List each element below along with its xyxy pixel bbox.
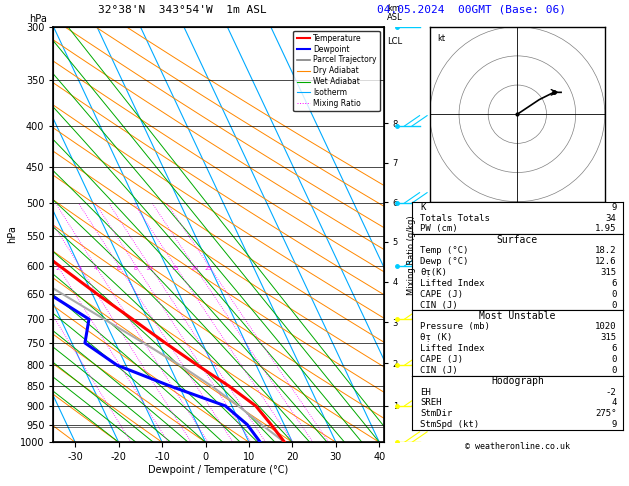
Text: CIN (J): CIN (J) [420,366,458,375]
Text: 18.2: 18.2 [595,246,616,255]
Text: 34: 34 [606,213,616,223]
Text: Hodograph: Hodograph [491,376,544,386]
Text: 9: 9 [611,203,616,211]
Text: CAPE (J): CAPE (J) [420,290,464,298]
Text: Temp (°C): Temp (°C) [420,246,469,255]
X-axis label: Dewpoint / Temperature (°C): Dewpoint / Temperature (°C) [148,465,289,475]
Text: © weatheronline.co.uk: © weatheronline.co.uk [465,442,570,451]
Text: 275°: 275° [595,409,616,418]
Text: 0: 0 [611,300,616,310]
Text: Lifted Index: Lifted Index [420,279,485,288]
Text: km
ASL: km ASL [387,4,403,22]
Text: 2: 2 [55,266,60,271]
Text: kt: kt [437,34,445,43]
Text: 04.05.2024  00GMT (Base: 06): 04.05.2024 00GMT (Base: 06) [377,4,566,15]
Text: 315: 315 [600,333,616,342]
Text: θᴉ (K): θᴉ (K) [420,333,453,342]
Text: 1.95: 1.95 [595,225,616,233]
Text: 4: 4 [93,266,97,271]
Text: hPa: hPa [30,14,47,24]
Text: StmSpd (kt): StmSpd (kt) [420,420,479,429]
Text: 4: 4 [611,399,616,407]
Text: 1020: 1020 [595,322,616,331]
Text: Totals Totals: Totals Totals [420,213,490,223]
Text: -2: -2 [606,387,616,397]
Text: PW (cm): PW (cm) [420,225,458,233]
Y-axis label: hPa: hPa [7,226,17,243]
Text: LCL: LCL [387,37,402,46]
Text: 9: 9 [611,420,616,429]
Text: 6: 6 [117,266,121,271]
Text: Pressure (mb): Pressure (mb) [420,322,490,331]
Text: Dewp (°C): Dewp (°C) [420,257,469,266]
Text: Surface: Surface [497,235,538,245]
Text: EH: EH [420,387,431,397]
Text: 32°38'N  343°54'W  1m ASL: 32°38'N 343°54'W 1m ASL [98,4,267,15]
Text: 10: 10 [146,266,153,271]
Text: StmDir: StmDir [420,409,453,418]
Text: 6: 6 [611,344,616,353]
Text: Lifted Index: Lifted Index [420,344,485,353]
Text: 3: 3 [77,266,81,271]
Legend: Temperature, Dewpoint, Parcel Trajectory, Dry Adiabat, Wet Adiabat, Isotherm, Mi: Temperature, Dewpoint, Parcel Trajectory… [294,31,380,111]
Text: Mixing Ratio (g/kg): Mixing Ratio (g/kg) [408,215,416,295]
Text: 12.6: 12.6 [595,257,616,266]
Text: CAPE (J): CAPE (J) [420,355,464,364]
Text: 20: 20 [190,266,198,271]
Text: 15: 15 [171,266,179,271]
Text: Most Unstable: Most Unstable [479,311,555,321]
Text: 0: 0 [611,290,616,298]
Text: 8: 8 [134,266,138,271]
Text: 0: 0 [611,355,616,364]
Text: θᴉ(K): θᴉ(K) [420,268,447,277]
Text: 25: 25 [205,266,213,271]
Text: 315: 315 [600,268,616,277]
Text: 6: 6 [611,279,616,288]
Text: 0: 0 [611,366,616,375]
Text: SREH: SREH [420,399,442,407]
Text: K: K [420,203,426,211]
Text: CIN (J): CIN (J) [420,300,458,310]
